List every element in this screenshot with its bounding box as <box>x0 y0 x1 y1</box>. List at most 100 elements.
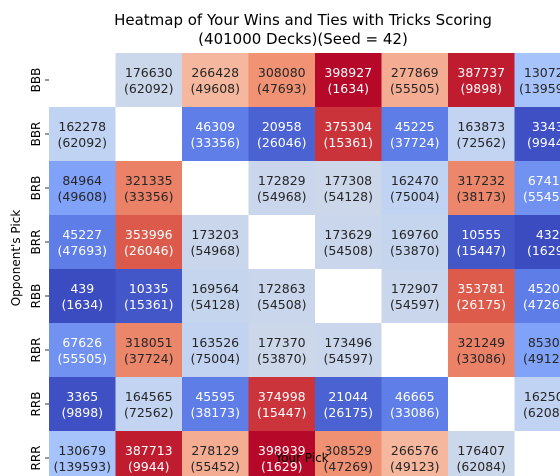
cell-ties-label: (62092) <box>57 135 107 150</box>
cell-wins-label: 176407 <box>457 443 505 458</box>
y-tick-label: BRR <box>29 230 43 255</box>
heatmap-cell <box>49 53 116 108</box>
cell-wins-label: 321249 <box>457 335 505 350</box>
cell-wins-label: 432 <box>536 227 560 242</box>
cell-ties-label: (62084) <box>456 459 506 474</box>
cell-ties-label: (49123) <box>523 351 560 366</box>
cell-wins-label: 387713 <box>125 443 173 458</box>
cell-wins-label: 45595 <box>195 389 235 404</box>
cell-wins-label: 130679 <box>58 443 106 458</box>
cell-wins-label: 162278 <box>58 119 106 134</box>
cell-ties-label: (9944) <box>128 459 170 474</box>
cell-ties-label: (54597) <box>323 351 373 366</box>
heatmap-cell <box>116 107 183 162</box>
cell-ties-label: (62092) <box>124 81 174 96</box>
y-tick-label: BRB <box>29 176 43 201</box>
cell-wins-label: 321335 <box>125 173 173 188</box>
cell-ties-label: (49123) <box>390 459 440 474</box>
cell-wins-label: 353996 <box>125 227 173 242</box>
cell-wins-label: 266576 <box>391 443 439 458</box>
cell-ties-label: (139593) <box>519 81 560 96</box>
cell-ties-label: (55505) <box>390 81 440 96</box>
heatmap-cell <box>448 377 515 432</box>
cell-wins-label: 67626 <box>62 335 102 350</box>
cell-wins-label: 130728 <box>524 65 560 80</box>
cell-ties-label: (26175) <box>456 297 506 312</box>
cell-wins-label: 173496 <box>324 335 372 350</box>
cell-wins-label: 163526 <box>191 335 239 350</box>
cell-wins-label: 162509 <box>524 389 560 404</box>
cell-ties-label: (49608) <box>190 81 240 96</box>
y-tick-label: RBB <box>29 284 43 309</box>
cell-ties-label: (26046) <box>124 243 174 258</box>
cell-ties-label: (1634) <box>61 297 103 312</box>
cell-wins-label: 173203 <box>191 227 239 242</box>
cell-ties-label: (75004) <box>190 351 240 366</box>
cell-ties-label: (15361) <box>323 135 373 150</box>
cell-wins-label: 387737 <box>457 65 505 80</box>
cell-wins-label: 21044 <box>328 389 368 404</box>
cell-ties-label: (54128) <box>190 297 240 312</box>
cell-ties-label: (53870) <box>390 243 440 258</box>
cell-wins-label: 3343 <box>532 119 560 134</box>
heatmap-cell <box>515 431 560 476</box>
cell-ties-label: (33356) <box>190 135 240 150</box>
chart-title-line-2: (401000 Decks)(Seed = 42) <box>198 30 408 48</box>
cell-wins-label: 10335 <box>129 281 169 296</box>
cell-ties-label: (54597) <box>390 297 440 312</box>
cell-wins-label: 308529 <box>324 443 372 458</box>
cell-wins-label: 67419 <box>528 173 560 188</box>
cell-wins-label: 278129 <box>191 443 239 458</box>
cell-wins-label: 398927 <box>324 65 372 80</box>
cell-wins-label: 172907 <box>391 281 439 296</box>
cell-ties-label: (62084) <box>523 405 560 420</box>
y-tick-label: RBR <box>29 338 43 363</box>
heatmap-cell <box>382 323 449 378</box>
cell-ties-label: (47269) <box>523 297 560 312</box>
cell-wins-label: 20958 <box>262 119 302 134</box>
cell-wins-label: 173629 <box>324 227 372 242</box>
cell-ties-label: (15447) <box>456 243 506 258</box>
cell-wins-label: 308080 <box>258 65 306 80</box>
cell-wins-label: 10555 <box>461 227 501 242</box>
cell-wins-label: 277869 <box>391 65 439 80</box>
cell-wins-label: 169760 <box>391 227 439 242</box>
cell-wins-label: 163873 <box>457 119 505 134</box>
cell-wins-label: 176630 <box>125 65 173 80</box>
cell-ties-label: (72562) <box>456 135 506 150</box>
cell-ties-label: (55505) <box>57 351 107 366</box>
y-tick-label: BBR <box>29 122 43 147</box>
y-tick-label: BBB <box>29 68 43 93</box>
cell-wins-label: 85301 <box>528 335 560 350</box>
cell-ties-label: (9944) <box>527 135 560 150</box>
cell-ties-label: (1629) <box>527 243 560 258</box>
cell-ties-label: (9898) <box>460 81 502 96</box>
cell-ties-label: (33086) <box>456 351 506 366</box>
cell-ties-label: (47693) <box>257 81 307 96</box>
cell-ties-label: (33356) <box>124 189 174 204</box>
cell-ties-label: (9898) <box>61 405 103 420</box>
cell-wins-label: 266428 <box>191 65 239 80</box>
heatmap-cell <box>182 161 249 216</box>
y-tick-label: RRB <box>29 392 43 417</box>
cell-wins-label: 172863 <box>258 281 306 296</box>
cell-wins-label: 318051 <box>125 335 173 350</box>
cell-ties-label: (47693) <box>57 243 107 258</box>
cell-ties-label: (55452) <box>190 459 240 474</box>
cell-ties-label: (55452) <box>523 189 560 204</box>
cell-ties-label: (75004) <box>390 189 440 204</box>
cell-ties-label: (53870) <box>257 351 307 366</box>
cell-wins-label: 164565 <box>125 389 173 404</box>
cell-ties-label: (54968) <box>190 243 240 258</box>
cell-wins-label: 45227 <box>62 227 102 242</box>
cell-ties-label: (33086) <box>390 405 440 420</box>
cell-ties-label: (38173) <box>190 405 240 420</box>
cell-wins-label: 177370 <box>258 335 306 350</box>
cell-wins-label: 162470 <box>391 173 439 188</box>
cell-wins-label: 439 <box>70 281 94 296</box>
cell-ties-label: (54508) <box>323 243 373 258</box>
cell-wins-label: 317232 <box>457 173 505 188</box>
cell-wins-label: 45202 <box>528 281 560 296</box>
cell-ties-label: (72562) <box>124 405 174 420</box>
